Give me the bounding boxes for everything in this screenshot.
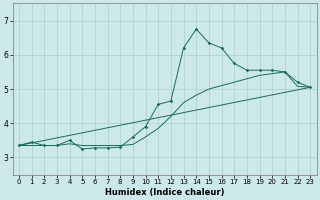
X-axis label: Humidex (Indice chaleur): Humidex (Indice chaleur) [105,188,224,197]
